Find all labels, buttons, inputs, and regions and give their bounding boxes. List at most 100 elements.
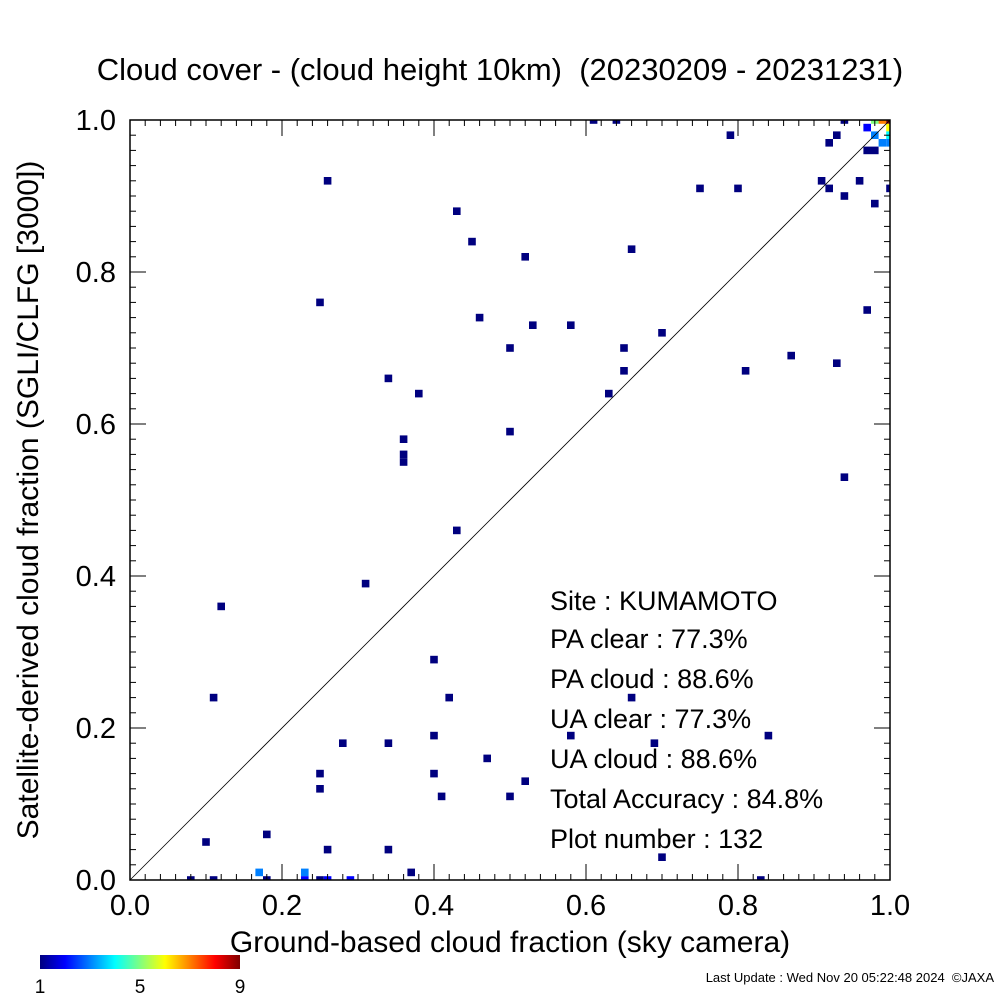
heatmap-cell (878, 120, 887, 124)
x-axis-title: Ground-based cloud fraction (sky camera) (230, 926, 790, 959)
heatmap-cell (209, 876, 218, 880)
stat-pa-clear: PA clear : 77.3% (550, 624, 748, 654)
heatmap-cell (437, 792, 446, 801)
heatmap-cell (506, 344, 514, 352)
heatmap-cell (399, 450, 408, 459)
heatmap-cell (384, 845, 393, 854)
y-tick-label: 1.0 (76, 105, 116, 137)
y-tick-label: 0.0 (76, 865, 116, 897)
heatmap-cell (468, 237, 476, 246)
heatmap-cell (407, 868, 415, 877)
heatmap-cell (301, 876, 309, 880)
colorbar-labels: 1 5 9 (35, 977, 246, 998)
heatmap-cell (453, 526, 461, 535)
y-tick-label: 0.8 (76, 257, 116, 289)
stat-total-accuracy: Total Accuracy : 84.8% (550, 784, 823, 814)
colorbar (40, 955, 240, 969)
heatmap-cell (855, 177, 864, 185)
heatmap-cell (475, 313, 484, 322)
y-axis-title: Satellite-derived cloud fraction (SGLI/C… (12, 161, 45, 840)
heatmap-cell (620, 367, 628, 375)
heatmap-cell (217, 602, 225, 611)
heatmap-cell (361, 579, 370, 588)
stat-site: Site : KUMAMOTO (550, 586, 778, 616)
heatmap-cell (658, 329, 666, 337)
heatmap-cell (323, 177, 332, 185)
heatmap-cell (384, 739, 393, 747)
heatmap-cell (316, 876, 324, 880)
x-tick-label: 0.4 (414, 890, 454, 922)
heatmap-cell (878, 139, 887, 147)
heatmap-cell (346, 876, 355, 880)
stat-ua-cloud: UA cloud : 88.6% (550, 744, 757, 774)
heatmap-cell (741, 367, 750, 375)
heatmap-cell (863, 146, 871, 155)
heatmap-cell (415, 389, 423, 398)
heatmap-cell (430, 655, 438, 664)
colorbar-label: 9 (235, 977, 246, 998)
heatmap-cell (627, 693, 636, 702)
heatmap-cell (757, 876, 765, 880)
heatmap-cell (696, 184, 704, 193)
heatmap-cell (840, 192, 849, 200)
heatmap-cell (825, 184, 833, 193)
chart-title: Cloud cover - (cloud height 10km) (20230… (96, 52, 904, 87)
heatmap-cell (255, 868, 263, 877)
heatmap-cell (399, 458, 408, 466)
stat-pa-cloud: PA cloud : 88.6% (550, 664, 754, 694)
heatmap-cell (399, 435, 408, 443)
heatmap-cell (323, 845, 332, 854)
one-to-one-line (129, 119, 891, 881)
x-tick-label: 1.0 (870, 890, 910, 922)
heatmap-cell (833, 359, 841, 367)
heatmap-cell (453, 207, 461, 215)
heatmap-cell (863, 123, 871, 132)
heatmap-cell (726, 131, 735, 139)
y-tick-label: 0.4 (76, 561, 116, 593)
axis-ticks (129, 119, 891, 881)
heatmap-cell (506, 427, 514, 436)
heatmap-cell (863, 306, 871, 314)
heatmap-cell (567, 731, 575, 740)
heatmap-cell (650, 739, 659, 747)
last-update-footer: Last Update : Wed Nov 20 05:22:48 2024 ©… (705, 970, 994, 985)
colorbar-label: 1 (35, 977, 46, 998)
heatmap-cell (840, 473, 849, 481)
heatmap-cell (871, 146, 879, 155)
heatmap-cell (627, 245, 636, 253)
x-tick-label: 0.0 (110, 890, 150, 922)
heatmap-cell (430, 769, 438, 778)
heatmap-cell (301, 868, 309, 877)
heatmap-cell (886, 123, 890, 132)
heatmap-cell (521, 777, 529, 785)
heatmap-cell (209, 693, 218, 702)
heatmap-cell (589, 120, 598, 124)
heatmap-cell (764, 731, 773, 740)
x-tick-label: 0.6 (566, 890, 606, 922)
heatmap-cell (567, 321, 575, 329)
y-tick-label: 0.2 (76, 713, 116, 745)
heatmap-cell (384, 374, 393, 383)
heatmap-cell (817, 177, 826, 185)
heatmap-cell (506, 792, 514, 801)
colorbar-label: 5 (135, 977, 146, 998)
x-tick-label: 0.8 (718, 890, 758, 922)
heatmap-cell (833, 131, 841, 139)
x-tick-label: 0.2 (262, 890, 302, 922)
heatmap-cell (445, 693, 453, 702)
heatmap-cell (316, 785, 324, 793)
stat-plot-number: Plot number : 132 (550, 824, 763, 854)
heatmap-cell (605, 389, 613, 398)
heatmap-cell (658, 853, 666, 861)
heatmap-cell (886, 184, 890, 193)
heatmap-cell (202, 838, 210, 846)
heatmap-cell (521, 253, 529, 261)
y-tick-label: 0.6 (76, 409, 116, 441)
heatmap-cell (825, 139, 833, 147)
heatmap-cell (430, 731, 438, 740)
heatmap-cell (316, 769, 324, 778)
heatmap-cell (316, 298, 324, 307)
heatmap-cell (339, 739, 347, 747)
heatmap-cell (787, 351, 795, 360)
stat-ua-clear: UA clear : 77.3% (550, 704, 751, 734)
